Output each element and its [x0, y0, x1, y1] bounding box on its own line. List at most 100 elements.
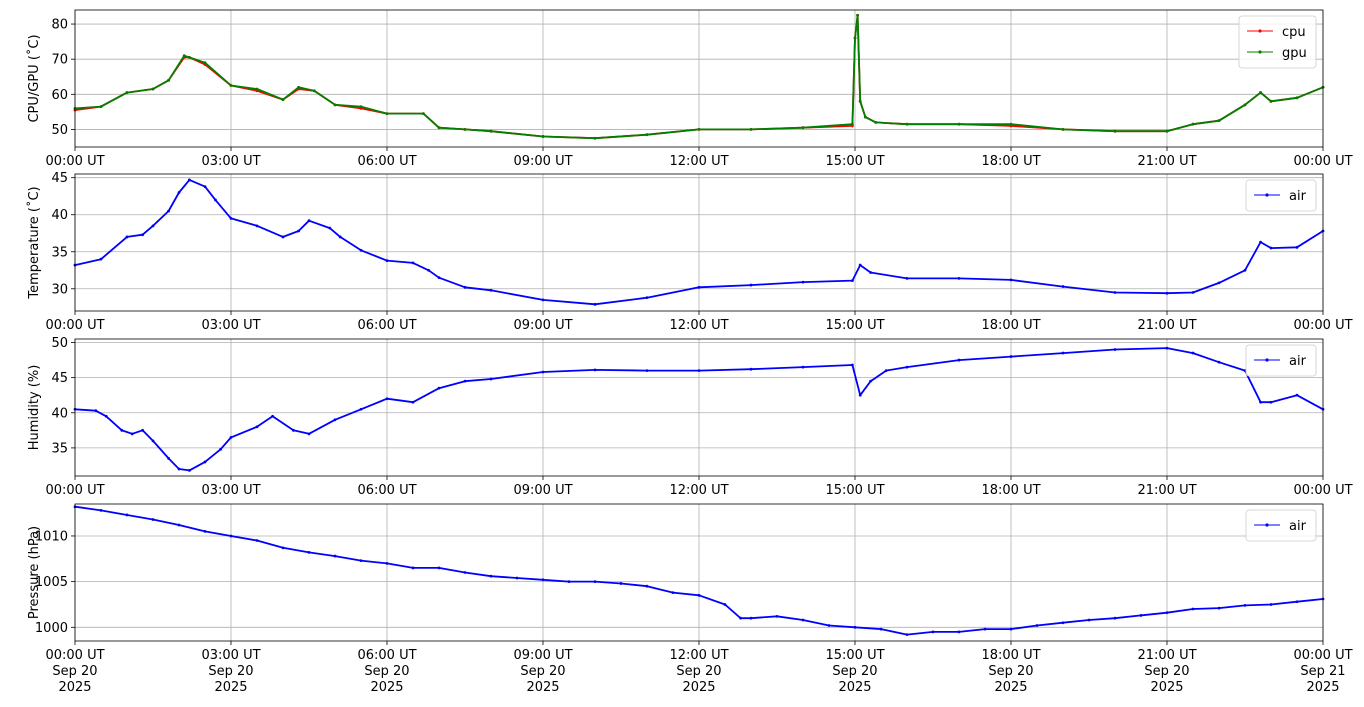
x-tick-label: 15:00 UT [825, 154, 884, 169]
data-point-air [1061, 285, 1065, 288]
x-tick-label: 18:00 UT [981, 154, 1040, 169]
data-point-air [905, 365, 909, 369]
data-point-gpu [864, 115, 867, 119]
x-tick-label: 2025 [370, 680, 403, 695]
data-point-air [1165, 346, 1169, 350]
data-point-air [203, 530, 207, 533]
x-tick-label: 2025 [1150, 680, 1183, 695]
data-point-gpu [1217, 119, 1221, 123]
data-point-air [385, 397, 389, 401]
data-point-air [151, 439, 155, 443]
data-point-air [141, 428, 145, 432]
x-tick-label: 00:00 UT [45, 648, 104, 663]
data-point-air [593, 368, 597, 372]
legend-label-air: air [1289, 354, 1307, 369]
data-point-air [697, 369, 701, 373]
data-point-gpu [255, 87, 259, 91]
data-point-air [1243, 268, 1247, 272]
data-point-air [120, 428, 124, 432]
data-point-air [177, 467, 181, 471]
data-point-air [104, 414, 108, 418]
y-tick-label: 50 [51, 123, 68, 138]
legend-box [1238, 15, 1317, 69]
data-point-gpu [905, 122, 909, 126]
data-point-air [593, 580, 597, 584]
data-point-air [593, 302, 597, 306]
data-point-air [905, 277, 909, 280]
data-point-air [281, 546, 285, 550]
data-point-air [697, 285, 701, 289]
legend-label-air: air [1289, 519, 1307, 534]
x-tick-label: Sep 20 [676, 664, 721, 679]
x-tick-label: 21:00 UT [1137, 154, 1196, 169]
data-point-air [869, 271, 872, 274]
legend: air [1245, 344, 1317, 377]
x-tick-label: Sep 20 [988, 664, 1033, 679]
x-tick-label: 2025 [214, 680, 247, 695]
data-point-gpu [297, 85, 300, 89]
data-point-air [94, 409, 98, 413]
x-tick-label: 06:00 UT [357, 648, 416, 663]
data-point-air [177, 191, 181, 194]
data-point-gpu [1295, 96, 1299, 100]
x-tick-label: 21:00 UT [1137, 648, 1196, 663]
data-point-air [1295, 245, 1299, 249]
x-tick-label: 06:00 UT [357, 318, 416, 333]
x-tick-label: 2025 [1306, 680, 1339, 695]
x-tick-label: Sep 20 [208, 664, 253, 679]
data-point-air [333, 418, 337, 422]
data-point-air [1269, 400, 1273, 404]
data-point-air [99, 257, 103, 261]
data-point-air [801, 280, 805, 284]
data-point-air [957, 358, 961, 362]
data-point-gpu [1269, 99, 1273, 103]
data-point-air [983, 627, 987, 631]
chart-panel-1: 50 60 70 80 00:00 UT 03:00 UT 06:00 UT 09:00 UT… [26, 9, 1353, 169]
data-point-gpu [1165, 129, 1169, 133]
data-point-air [229, 435, 233, 439]
chart-panel-2: 30 35 40 45 00:00 UT 03:00 UT 06:00 UT 09:00 UT… [26, 171, 1353, 333]
data-point-gpu [1243, 103, 1247, 107]
data-point-air [775, 614, 779, 618]
legend-label-air: air [1289, 189, 1307, 204]
data-point-air [723, 603, 727, 606]
y-tick-label: 80 [51, 18, 68, 33]
data-point-gpu [1191, 122, 1195, 126]
data-point-air [1191, 291, 1195, 294]
data-point-air [437, 386, 441, 390]
x-tick-label: 00:00 UT [1293, 318, 1352, 333]
data-point-air [957, 277, 961, 280]
data-point-gpu [385, 112, 389, 116]
x-tick-label: 18:00 UT [981, 483, 1040, 498]
data-point-gpu [1259, 91, 1262, 94]
data-point-gpu [749, 128, 753, 131]
data-point-air [255, 425, 259, 429]
data-point-air [255, 539, 259, 542]
data-point-air [463, 571, 467, 574]
y-tick-label: 50 [51, 336, 68, 351]
y-tick-label: 40 [51, 406, 68, 421]
y-tick-label: 1000 [35, 621, 68, 636]
data-point-air [851, 363, 854, 367]
data-point-air [125, 513, 129, 517]
data-point-air [1295, 600, 1299, 604]
data-point-air [853, 625, 857, 629]
x-tick-label: 12:00 UT [669, 648, 728, 663]
data-point-gpu [1009, 122, 1013, 126]
data-point-gpu [593, 136, 597, 140]
y-tick-label: 60 [51, 88, 68, 103]
data-point-gpu [697, 128, 701, 131]
data-point-gpu [858, 99, 862, 103]
data-point-gpu [801, 126, 805, 130]
x-tick-label: 09:00 UT [513, 154, 572, 169]
data-point-gpu [489, 129, 493, 133]
legend: air [1245, 509, 1317, 542]
data-point-air [437, 276, 441, 280]
data-point-air [489, 377, 493, 381]
data-point-air [1269, 246, 1273, 250]
y-tick-label: 45 [51, 171, 68, 186]
data-point-air [645, 369, 649, 373]
data-point-air [489, 288, 493, 292]
data-point-air [749, 367, 753, 371]
data-point-gpu [422, 112, 425, 116]
